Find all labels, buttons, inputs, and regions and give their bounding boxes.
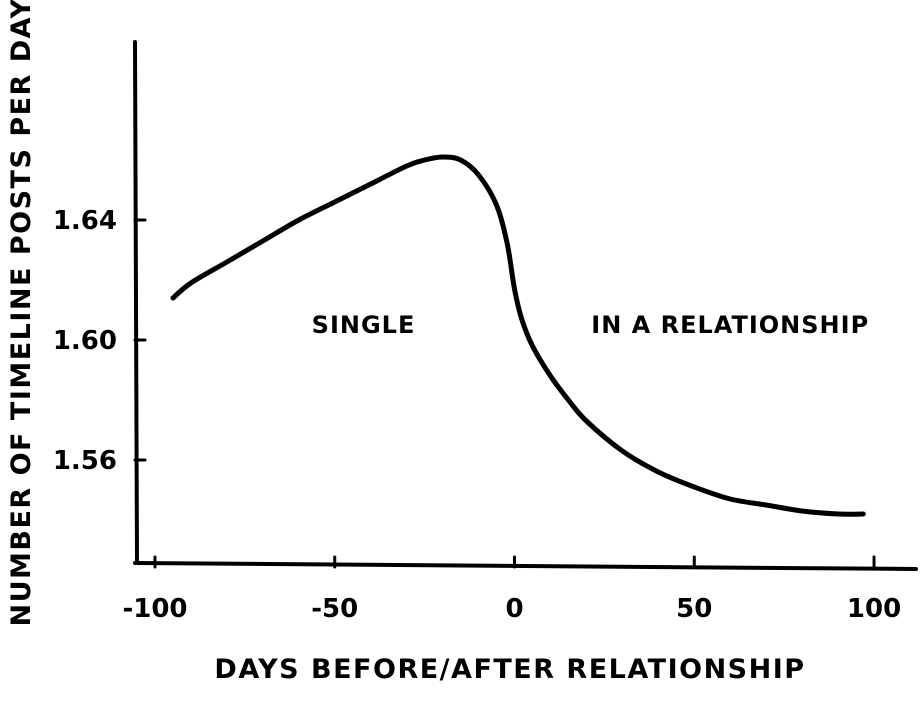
x-tick-label: -100 — [122, 594, 187, 624]
y-tick-label: 1.60 — [53, 326, 117, 356]
y-tick-label: 1.56 — [53, 446, 117, 476]
x-tick-label: 50 — [676, 594, 712, 624]
x-tick-label: 100 — [847, 594, 901, 624]
series-line — [170, 154, 866, 517]
x-tick-label: -50 — [311, 594, 358, 624]
y-tick-label: 1.64 — [53, 206, 117, 236]
x-axis-line — [133, 561, 918, 571]
y-axis-title: NUMBER OF TIMELINE POSTS PER DAY — [6, 0, 37, 627]
x-tick-label: 0 — [505, 594, 523, 624]
region-label: IN A RELATIONSHIP — [591, 311, 869, 339]
x-axis-title: DAYS BEFORE/AFTER RELATIONSHIP — [214, 654, 805, 685]
y-axis-line — [133, 40, 139, 565]
region-label: SINGLE — [312, 311, 416, 339]
